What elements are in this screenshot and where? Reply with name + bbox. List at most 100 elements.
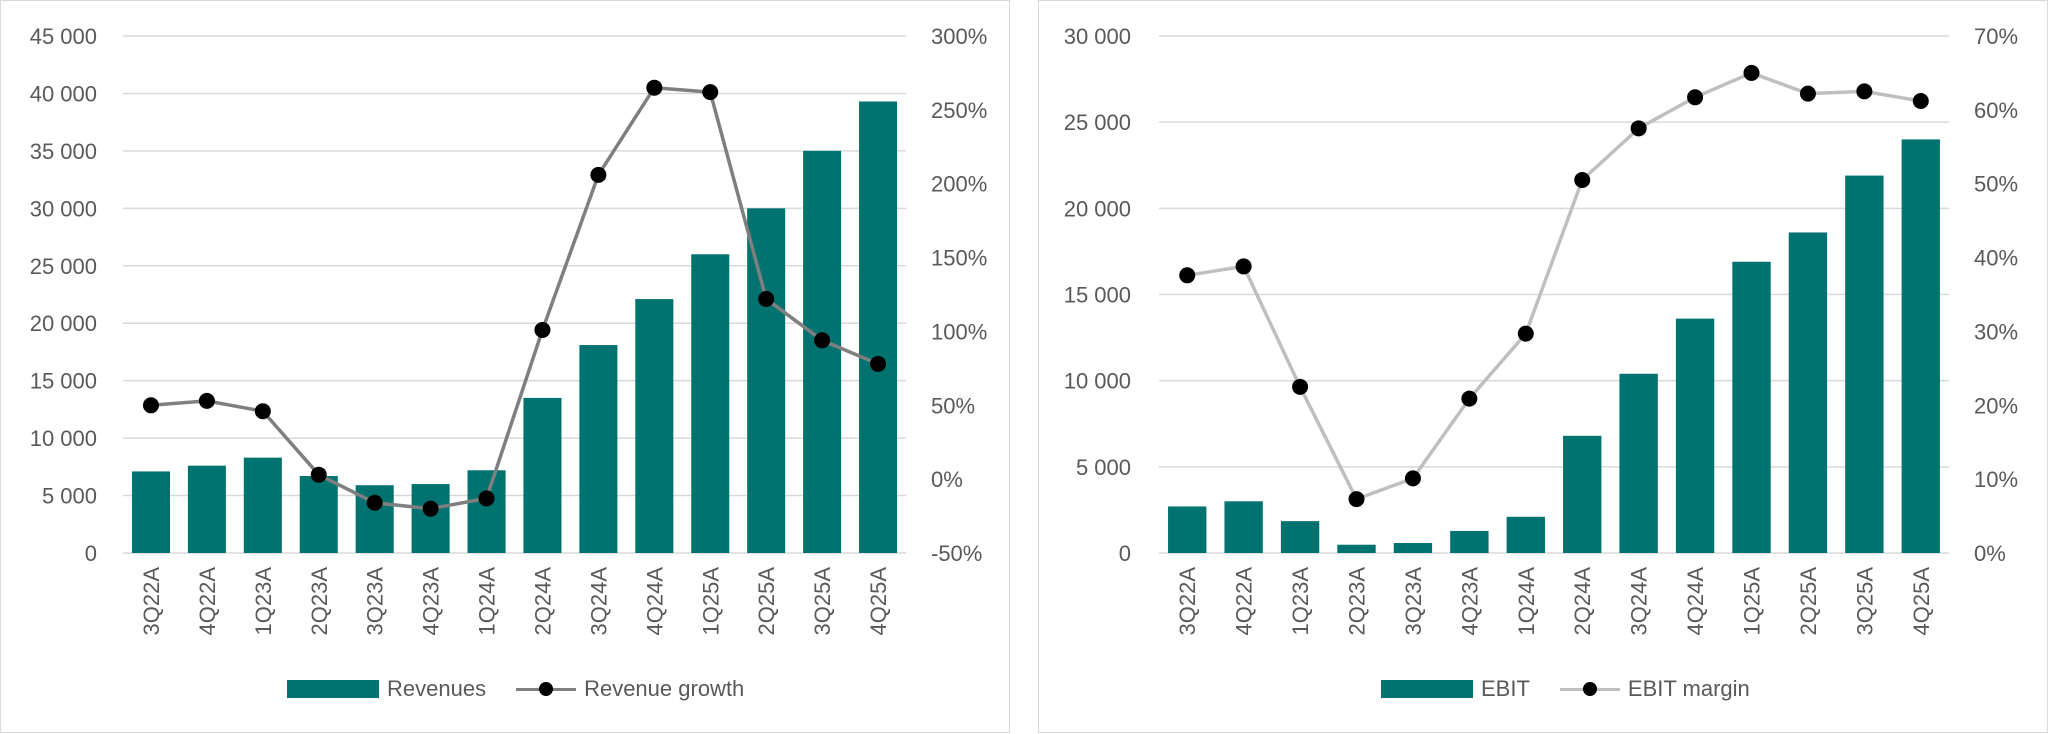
legend-item-ebit: EBIT	[1381, 676, 1530, 702]
revenue-y2-tick-label: 150%	[931, 246, 987, 271]
revenue-y2-tick-label: 200%	[931, 172, 987, 197]
revenue-bar	[467, 470, 506, 553]
legend-marker-ebit-margin	[1559, 680, 1620, 698]
revenue-line-point	[254, 403, 271, 420]
ebit-y2-tick-label: 70%	[1974, 24, 2018, 49]
ebit-line-point	[1404, 470, 1421, 487]
revenue-x-tick-label: 2Q25A	[754, 567, 779, 636]
revenue-y-tick-label: 0	[85, 541, 97, 566]
ebit-y2-tick-label: 0%	[1974, 541, 2006, 566]
revenue-x-tick-label: 4Q23A	[419, 567, 444, 636]
ebit-bar	[1506, 516, 1545, 553]
ebit-bar	[1563, 435, 1602, 553]
ebit-line-point	[1743, 64, 1760, 81]
revenue-x-tick-label: 3Q22A	[139, 567, 164, 636]
revenue-x-tick-label: 3Q23A	[363, 567, 388, 636]
ebit-x-tick-label: 4Q23A	[1457, 567, 1482, 636]
ebit-y2-tick-label: 60%	[1974, 98, 2018, 123]
ebit-line-point	[1348, 491, 1365, 508]
revenue-bar	[523, 397, 562, 553]
revenue-y2-tick-label: 250%	[931, 98, 987, 123]
ebit-bar	[1845, 175, 1884, 553]
revenue-x-tick-label: 1Q24A	[475, 567, 500, 636]
revenue-line-point	[534, 321, 551, 338]
revenue-y-tick-label: 5 000	[42, 484, 97, 509]
ebit-x-tick-label: 3Q22A	[1175, 567, 1200, 636]
revenue-bar	[803, 150, 842, 553]
ebit-y-tick-label: 25 000	[1064, 110, 1131, 135]
revenue-line-point	[702, 84, 719, 101]
revenue-y-tick-label: 10 000	[30, 426, 97, 451]
legend-item-ebit-margin: EBIT margin	[1559, 676, 1750, 702]
revenue-bar	[411, 484, 450, 553]
revenue-y2-tick-label: 50%	[931, 393, 975, 418]
revenue-bar	[635, 299, 674, 553]
revenue-y-tick-label: 30 000	[30, 196, 97, 221]
ebit-line-point	[1912, 92, 1929, 109]
revenue-bar	[579, 345, 618, 553]
revenue-bar	[747, 208, 786, 554]
ebit-bar	[1675, 318, 1715, 553]
ebit-y-tick-label: 0	[1119, 541, 1131, 566]
ebit-line-point	[1856, 83, 1873, 100]
ebit-y-tick-label: 15 000	[1064, 283, 1131, 308]
revenue-y2-tick-label: 0%	[931, 467, 963, 492]
revenue-y-tick-label: 35 000	[30, 139, 97, 164]
ebit-line-point	[1235, 258, 1252, 275]
legend-swatch-revenues	[287, 680, 379, 698]
ebit-line-point	[1799, 85, 1816, 102]
revenue-line-point	[590, 166, 607, 183]
ebit-x-tick-label: 4Q24A	[1683, 567, 1708, 636]
ebit-line-point	[1630, 120, 1647, 137]
ebit-x-tick-label: 3Q25A	[1852, 567, 1877, 636]
ebit-bar	[1901, 139, 1940, 553]
revenue-x-tick-label: 2Q23A	[307, 567, 332, 636]
legend-label-ebit: EBIT	[1481, 676, 1530, 701]
ebit-line-point	[1461, 390, 1478, 407]
ebit-y-tick-label: 30 000	[1064, 24, 1131, 49]
ebit-bar	[1337, 544, 1376, 553]
revenue-line-point	[758, 290, 775, 307]
revenue-x-tick-label: 1Q25A	[698, 567, 723, 636]
ebit-x-tick-label: 4Q25A	[1909, 567, 1934, 636]
ebit-line-point	[1179, 267, 1196, 284]
ebit-bar	[1168, 506, 1207, 553]
revenue-y-tick-label: 25 000	[30, 254, 97, 279]
ebit-bar	[1450, 530, 1489, 553]
ebit-line-point	[1517, 325, 1534, 342]
ebit-x-tick-label: 3Q24A	[1627, 567, 1652, 636]
ebit-x-tick-label: 4Q22A	[1232, 567, 1257, 636]
revenue-line	[150, 85, 879, 511]
ebit-y2-tick-label: 20%	[1974, 393, 2018, 418]
ebit-y-tick-label: 10 000	[1064, 369, 1131, 394]
ebit-x-tick-label: 1Q23A	[1288, 567, 1313, 636]
revenue-x-tick-label: 4Q22A	[195, 567, 220, 636]
ebit-y2-tick-label: 40%	[1974, 246, 2018, 271]
ebit-chart-panel: 0 5 000 10 000 15 000 20 000 25 000 30 000 0% 10…	[1038, 0, 2048, 733]
revenue-line-point	[422, 500, 439, 517]
revenue-chart-legend: Revenues Revenue growth	[287, 671, 774, 707]
legend-label-revenues: Revenues	[387, 676, 487, 701]
legend-label-revenue-growth: Revenue growth	[584, 676, 745, 701]
ebit-x-tick-label: 1Q24A	[1514, 567, 1539, 636]
legend-item-revenues: Revenues	[287, 676, 486, 702]
ebit-y2-tick-label: 10%	[1974, 467, 2018, 492]
ebit-bar	[1619, 373, 1658, 553]
revenue-line-point	[366, 494, 383, 511]
ebit-y-tick-label: 5 000	[1076, 455, 1131, 480]
revenue-y-tick-label: 45 000	[30, 24, 97, 49]
ebit-x-tick-label: 3Q23A	[1401, 567, 1426, 636]
revenue-y2-tick-label: 100%	[931, 319, 987, 344]
ebit-y2-tick-label: 30%	[1974, 319, 2018, 344]
revenue-bar	[859, 101, 898, 553]
revenue-line-point	[198, 392, 215, 409]
ebit-y-tick-label: 20 000	[1064, 196, 1131, 221]
revenue-x-tick-label: 4Q25A	[866, 567, 891, 636]
ebit-bar	[1224, 501, 1263, 553]
revenue-chart-panel: 0 5 000 10 000 15 000 20 000 25 000 30 000 35 0…	[0, 0, 1010, 733]
ebit-line	[1186, 71, 1922, 502]
revenue-line-point	[310, 466, 327, 483]
ebit-x-tick-label: 2Q23A	[1345, 567, 1370, 636]
ebit-bar	[1280, 521, 1320, 553]
revenue-line-point	[142, 397, 159, 414]
